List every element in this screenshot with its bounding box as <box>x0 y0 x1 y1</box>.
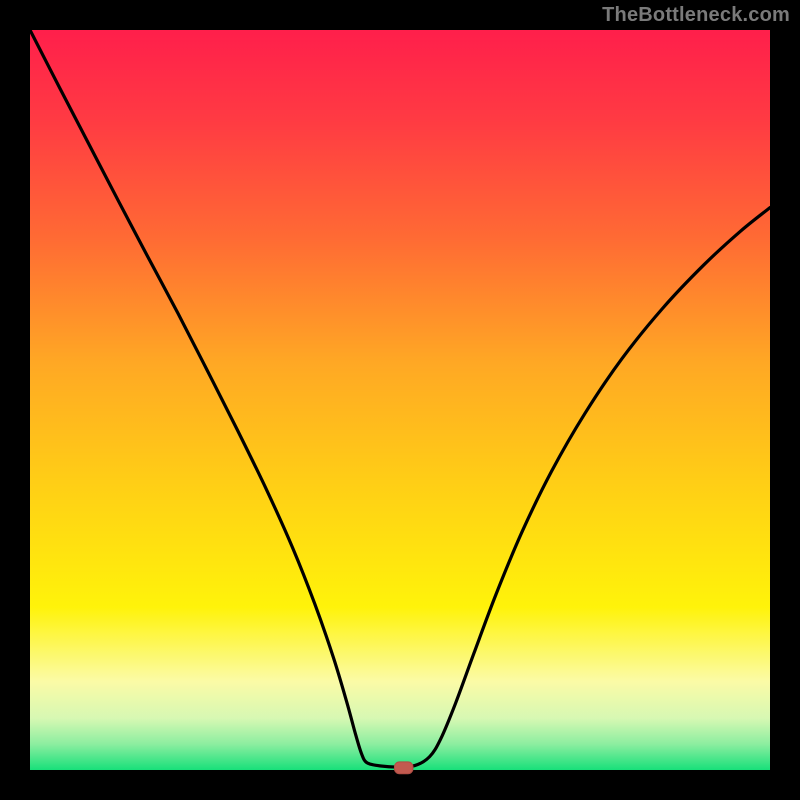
bottleneck-plot <box>0 0 800 800</box>
vertex-marker <box>394 762 413 774</box>
chart-frame: TheBottleneck.com <box>0 0 800 800</box>
watermark-text: TheBottleneck.com <box>602 4 790 27</box>
plot-background-gradient <box>30 30 770 770</box>
